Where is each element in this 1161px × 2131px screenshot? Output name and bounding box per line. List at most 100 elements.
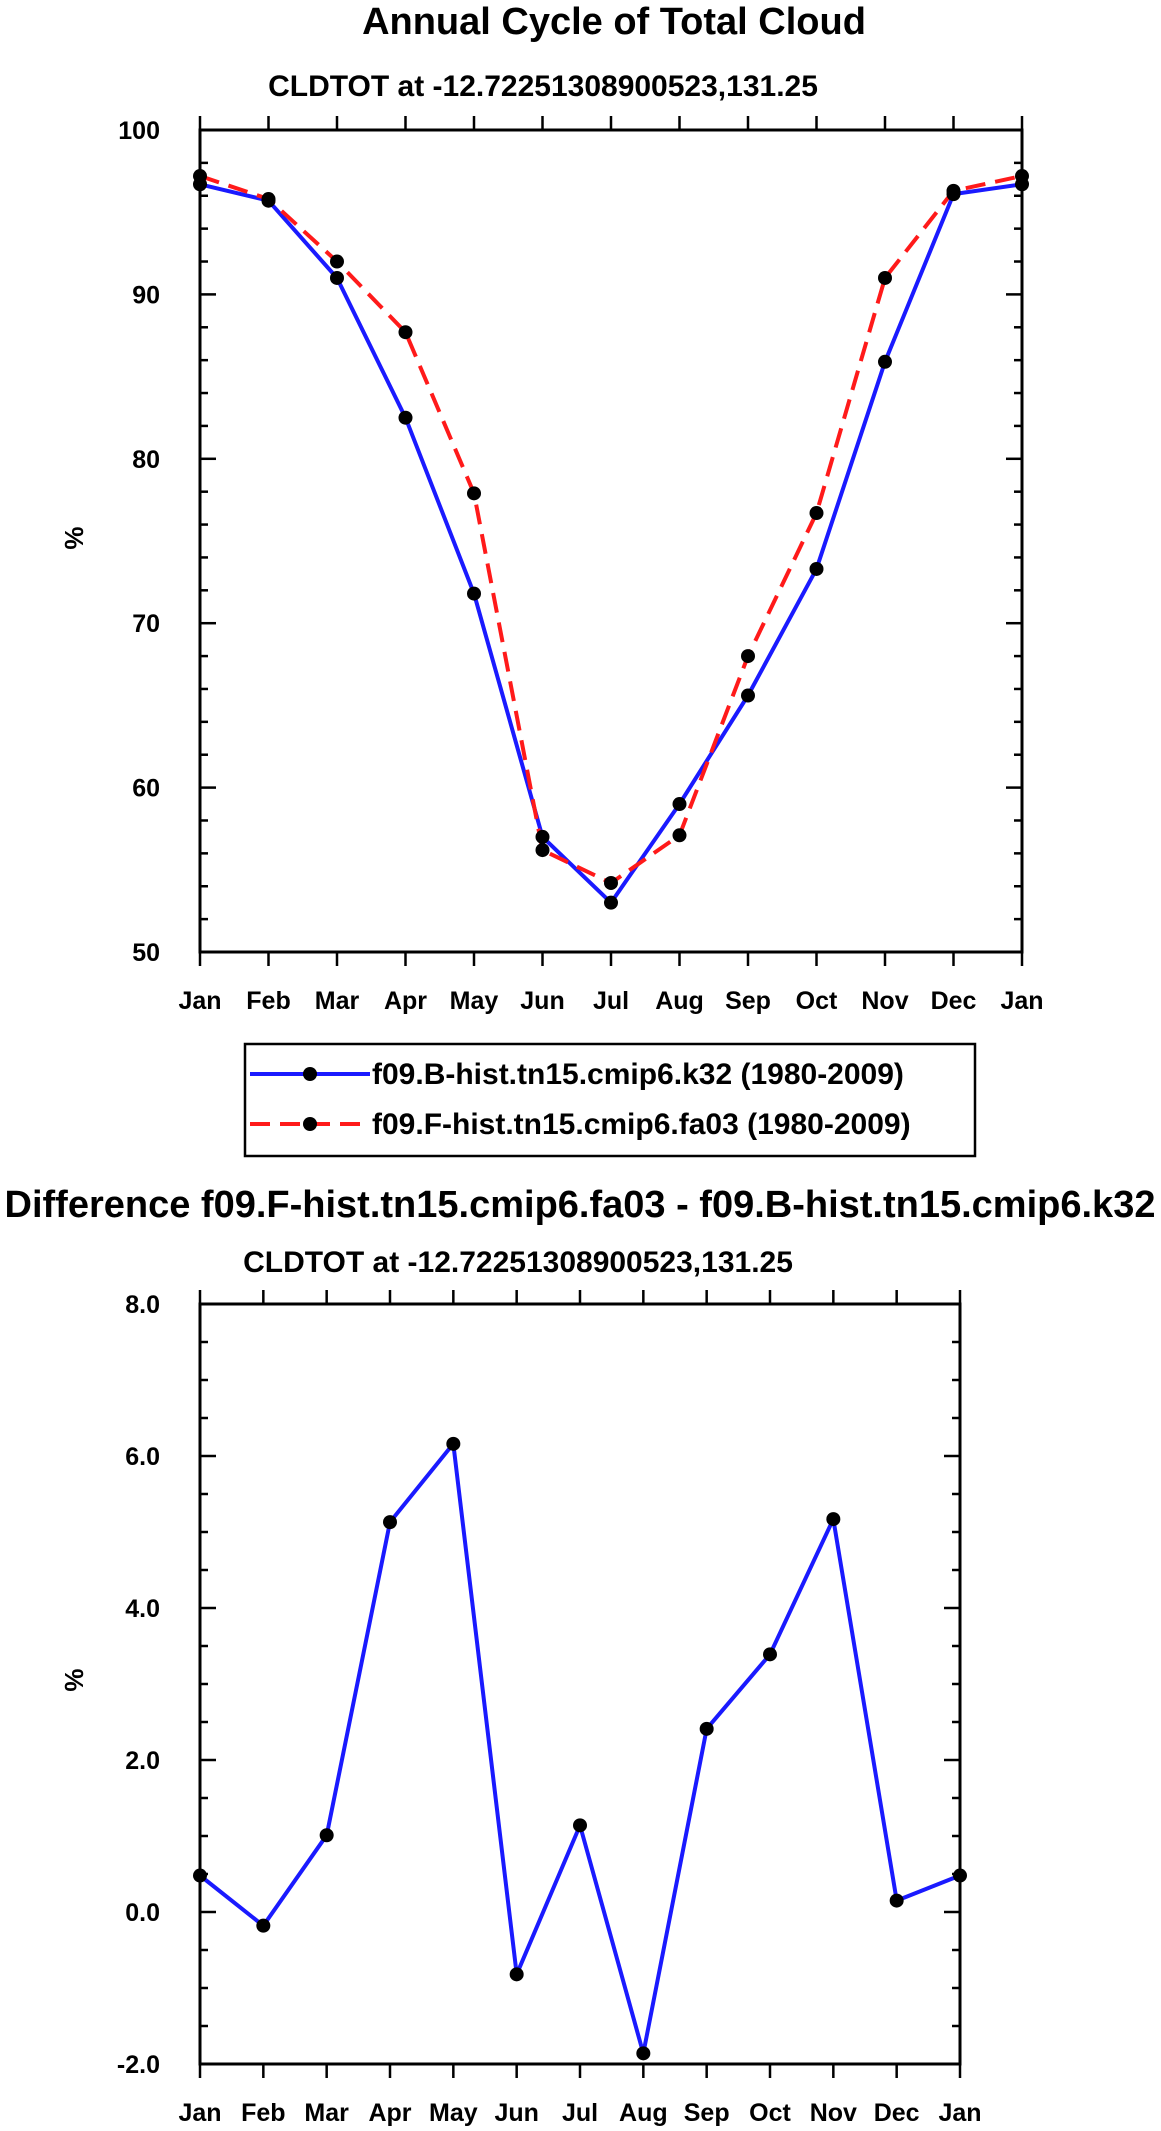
y-tick-label: 60 (132, 775, 160, 803)
data-point (398, 410, 413, 425)
series-markers (193, 1436, 967, 2061)
legend: f09.B-hist.tn15.cmip6.k32 (1980-2009) f0… (243, 1042, 977, 1158)
data-point (953, 1868, 967, 1883)
x-tick-label: Jun (494, 2099, 538, 2127)
axis-ticks (198, 116, 1024, 966)
difference-chart: Difference f09.F-hist.tn15.cmip6.fa03 - … (5, 1184, 1156, 2127)
x-tick-label: Mar (315, 987, 360, 1015)
data-point (741, 688, 755, 703)
chart-subtitle: CLDTOT at -12.72251308900523,131.25 (268, 70, 818, 103)
x-tick-label: Feb (246, 987, 290, 1015)
data-point (446, 1436, 461, 1451)
data-point (319, 1828, 334, 1843)
plot-frame (198, 128, 1024, 954)
data-point (826, 1512, 841, 1527)
x-tick-label: Apr (384, 987, 427, 1015)
y-tick-label: 6.0 (125, 1443, 160, 1471)
legend-frame (243, 1042, 977, 1158)
data-point (256, 1918, 271, 1933)
x-tick-label: Nov (861, 987, 908, 1015)
chart-title: Annual Cycle of Total Cloud (362, 1, 866, 43)
data-point (878, 354, 892, 369)
x-tick-label: Dec (931, 987, 977, 1015)
data-point (193, 1868, 207, 1883)
series-lines (198, 1441, 961, 2056)
series-line-solid (199, 182, 1023, 905)
data-point (535, 843, 550, 858)
y-tick-label: 8.0 (125, 1291, 160, 1319)
x-tick-label: Jan (1000, 987, 1043, 1015)
legend-entry-2: f09.F-hist.tn15.cmip6.fa03 (1980-2009) (372, 1108, 911, 1141)
data-point (261, 192, 276, 207)
y-tick-label: 100 (118, 117, 160, 145)
x-tick-label: Jan (938, 2099, 981, 2127)
series-lines (199, 174, 1023, 905)
data-point (741, 649, 755, 664)
data-point (573, 1818, 587, 1833)
data-point (946, 183, 961, 198)
y-tick-labels: -2.0 0.0 2.0 4.0 6.0 8.0 (117, 1291, 160, 2079)
x-tick-label: Jul (593, 987, 629, 1015)
x-tick-label: Sep (725, 987, 771, 1015)
y-tick-label: 90 (132, 281, 160, 309)
y-tick-label: 50 (132, 939, 160, 967)
series-line-dashed (199, 174, 1023, 885)
data-point (330, 270, 344, 285)
data-point (636, 2046, 651, 2061)
y-axis-label: % (59, 1668, 89, 1691)
data-point (398, 325, 413, 340)
x-tick-label: May (450, 987, 499, 1015)
x-tick-label: May (429, 2099, 478, 2127)
x-tick-labels: Jan Feb Mar Apr May Jun Jul Aug Sep Oct Nov Dec Jan (178, 987, 1043, 1015)
data-point (699, 1721, 714, 1736)
series-markers (193, 169, 1029, 910)
y-tick-label: 2.0 (125, 1747, 160, 1775)
x-tick-labels: Jan Feb Mar Apr May Jun Jul Aug Sep Oct Nov Dec Jan (178, 2099, 981, 2127)
chart-subtitle: CLDTOT at -12.72251308900523,131.25 (243, 1246, 793, 1279)
x-tick-label: Apr (368, 2099, 411, 2127)
data-point (672, 828, 687, 843)
legend-swatch-marker-red (303, 1117, 317, 1131)
legend-swatch-marker-blue (303, 1067, 317, 1081)
y-tick-label: 0.0 (125, 1899, 160, 1927)
data-point (878, 270, 892, 285)
data-point (604, 895, 618, 910)
y-tick-label: 70 (132, 610, 160, 638)
x-tick-label: Oct (796, 987, 838, 1015)
plot-frame (198, 1302, 962, 2066)
y-axis-label: % (59, 526, 89, 549)
data-point (672, 797, 687, 812)
y-tick-label: 80 (132, 446, 160, 474)
y-tick-label: -2.0 (117, 2051, 160, 2079)
y-tick-label: 4.0 (125, 1595, 160, 1623)
data-point (383, 1515, 397, 1530)
data-point (330, 254, 344, 269)
data-point (889, 1893, 904, 1908)
x-tick-label: Jan (178, 987, 221, 1015)
x-tick-label: Aug (655, 987, 704, 1015)
data-point (467, 486, 481, 501)
y-tick-labels: 50 60 70 80 90 100 (118, 117, 160, 967)
data-point (763, 1647, 777, 1662)
x-tick-label: Nov (810, 2099, 857, 2127)
x-tick-label: Aug (619, 2099, 668, 2127)
x-tick-label: Jun (520, 987, 564, 1015)
data-point (1015, 169, 1029, 184)
series-line-solid (198, 1441, 961, 2056)
data-point (604, 875, 618, 890)
x-tick-label: Feb (241, 2099, 285, 2127)
x-tick-label: Dec (874, 2099, 920, 2127)
x-tick-label: Jul (562, 2099, 598, 2127)
x-tick-label: Oct (749, 2099, 791, 2127)
axis-ticks (198, 1290, 962, 2078)
x-tick-label: Mar (304, 2099, 349, 2127)
data-point (535, 829, 550, 844)
data-point (193, 169, 207, 184)
data-point (809, 506, 824, 521)
x-tick-label: Jan (178, 2099, 221, 2127)
chart-title: Difference f09.F-hist.tn15.cmip6.fa03 - … (5, 1184, 1156, 1226)
data-point (467, 586, 481, 601)
x-tick-label: Sep (684, 2099, 730, 2127)
data-point (809, 561, 824, 576)
